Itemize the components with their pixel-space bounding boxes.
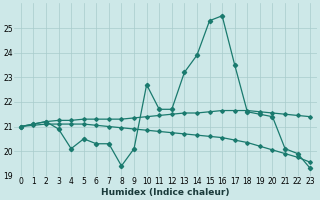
X-axis label: Humidex (Indice chaleur): Humidex (Indice chaleur): [101, 188, 230, 197]
